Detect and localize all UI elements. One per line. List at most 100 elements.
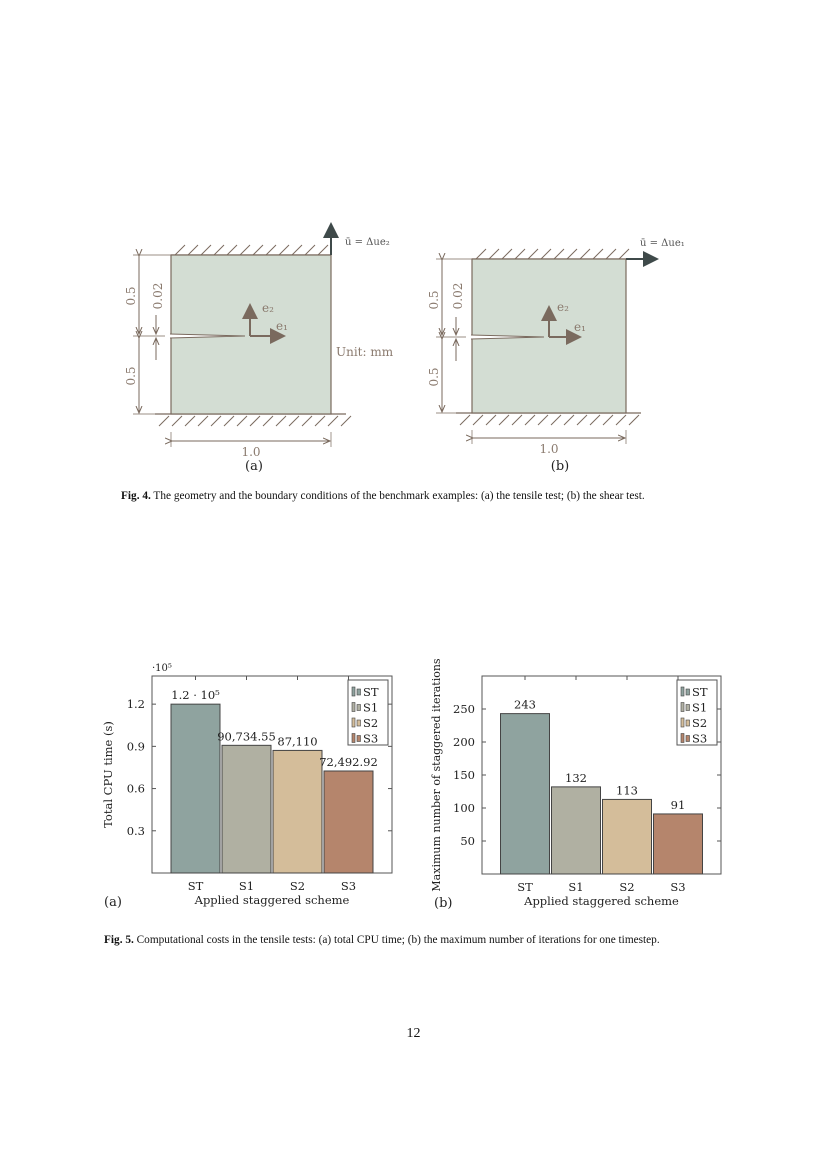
hatch-stroke xyxy=(291,244,303,256)
legend-swatch xyxy=(351,733,356,743)
hatch-stroke xyxy=(589,414,601,426)
fig5-caption-text: Computational costs in the tensile tests… xyxy=(133,934,660,946)
dim-label-crack: 0.02 xyxy=(151,283,165,310)
bar-S1 xyxy=(221,744,272,874)
legend-swatch xyxy=(685,735,690,742)
dim-label-top: 0.5 xyxy=(427,290,441,309)
legend-swatch xyxy=(680,702,685,712)
hatch-stroke xyxy=(537,414,549,426)
hatch-stroke xyxy=(304,244,316,256)
hatch-stroke xyxy=(592,248,604,260)
legend-swatch xyxy=(351,717,356,728)
legend-label-S2: S2 xyxy=(363,716,378,730)
hatch-stroke xyxy=(540,248,552,260)
legend-swatch xyxy=(356,704,361,711)
data-label: 90,734.55 xyxy=(217,729,276,743)
legend-label-S3: S3 xyxy=(363,732,378,746)
e1-label: e₁ xyxy=(276,319,288,333)
hatch-stroke xyxy=(327,415,339,427)
hatch-stroke xyxy=(579,248,591,260)
x-tick-label: S1 xyxy=(239,879,254,893)
hatch-stroke xyxy=(527,248,539,260)
legend-swatch xyxy=(685,704,690,711)
legend-swatch xyxy=(680,733,685,743)
dim-label-top: 0.5 xyxy=(124,286,138,305)
hatch-stroke xyxy=(475,248,487,260)
y-axis-label: Total CPU time (s) xyxy=(101,721,115,828)
hatch-stroke xyxy=(317,244,329,256)
hatch-stroke xyxy=(262,415,274,427)
legend-swatch xyxy=(685,719,690,727)
legend-swatch xyxy=(351,702,356,712)
hatch-stroke xyxy=(498,414,510,426)
x-tick-label: S3 xyxy=(341,879,356,893)
data-label: 72,492.92 xyxy=(319,755,378,769)
fig4a-geometry: e₂ e₁ ū = Δue₂ Unit: mm 0.5 0.5 0.02 1.0… xyxy=(124,222,394,474)
fig4-caption: Fig. 4. The geometry and the boundary co… xyxy=(121,490,645,502)
fig4-caption-text: The geometry and the boundary conditions… xyxy=(150,490,645,502)
hatch-stroke xyxy=(514,248,526,260)
x-tick-label: S2 xyxy=(290,879,305,893)
bar-S1 xyxy=(551,786,601,875)
hatch-stroke xyxy=(566,248,578,260)
y-multiplier: ·10⁵ xyxy=(152,663,172,674)
legend-label-S1: S1 xyxy=(692,701,707,715)
x-tick-label: ST xyxy=(188,879,204,893)
dim-label-width: 1.0 xyxy=(241,445,260,459)
x-tick-label: ST xyxy=(517,880,533,894)
x-tick-label: S1 xyxy=(568,880,583,894)
hatch-stroke xyxy=(197,415,209,427)
legend-swatch xyxy=(356,688,361,696)
unit-label: Unit: mm xyxy=(336,345,394,359)
data-label: 87,110 xyxy=(277,734,317,748)
y-tick-label: 200 xyxy=(453,735,475,749)
y-tick-label: 1.2 xyxy=(127,697,145,711)
legend-swatch xyxy=(356,735,361,742)
data-label: 113 xyxy=(616,783,638,797)
top-clamp-hatch xyxy=(171,244,331,256)
legend-swatch xyxy=(356,719,361,727)
data-label: 243 xyxy=(514,698,536,712)
bottom-clamp-hatch xyxy=(456,412,641,426)
x-tick-label: S3 xyxy=(670,880,685,894)
hatch-stroke xyxy=(184,415,196,427)
legend-swatch xyxy=(680,717,685,728)
y-tick-label: 50 xyxy=(460,834,475,848)
fig4-caption-label: Fig. 4. xyxy=(121,490,151,502)
hatch-stroke xyxy=(213,244,225,256)
hatch-stroke xyxy=(275,415,287,427)
hatch-stroke xyxy=(252,244,264,256)
axes-frame xyxy=(151,675,393,874)
legend-label-S1: S1 xyxy=(363,701,378,715)
crack xyxy=(470,334,545,340)
bar-S3 xyxy=(653,813,703,875)
hatch-stroke xyxy=(472,414,484,426)
legend-swatch xyxy=(680,686,685,697)
dim-label-bottom: 0.5 xyxy=(124,366,138,385)
legend-swatch xyxy=(351,686,356,697)
e2-label: e₂ xyxy=(557,300,569,314)
fig5-caption: Fig. 5. Computational costs in the tensi… xyxy=(104,934,660,946)
x-axis-label: Applied staggered scheme xyxy=(194,893,350,907)
hatch-stroke xyxy=(278,244,290,256)
e1-label: e₁ xyxy=(574,320,586,334)
hatch-stroke xyxy=(628,414,640,426)
y-tick-label: 0.6 xyxy=(127,782,145,796)
bar-S2 xyxy=(602,798,652,875)
y-tick-label: 0.9 xyxy=(127,739,145,753)
legend-swatch xyxy=(685,688,690,696)
hatch-stroke xyxy=(171,415,183,427)
hatch-stroke xyxy=(501,248,513,260)
load-label: ū = Δue₁ xyxy=(640,238,685,249)
hatch-stroke xyxy=(563,414,575,426)
hatch-stroke xyxy=(615,414,627,426)
hatch-stroke xyxy=(602,414,614,426)
fig4b-geometry: e₂ e₁ ū = Δue₁ 0.5 0.5 0.02 1.0 (b) xyxy=(427,238,685,474)
hatch-stroke xyxy=(485,414,497,426)
hatch-stroke xyxy=(576,414,588,426)
hatch-stroke xyxy=(553,248,565,260)
hatch-stroke xyxy=(488,248,500,260)
load-label: ū = Δue₂ xyxy=(345,237,390,248)
